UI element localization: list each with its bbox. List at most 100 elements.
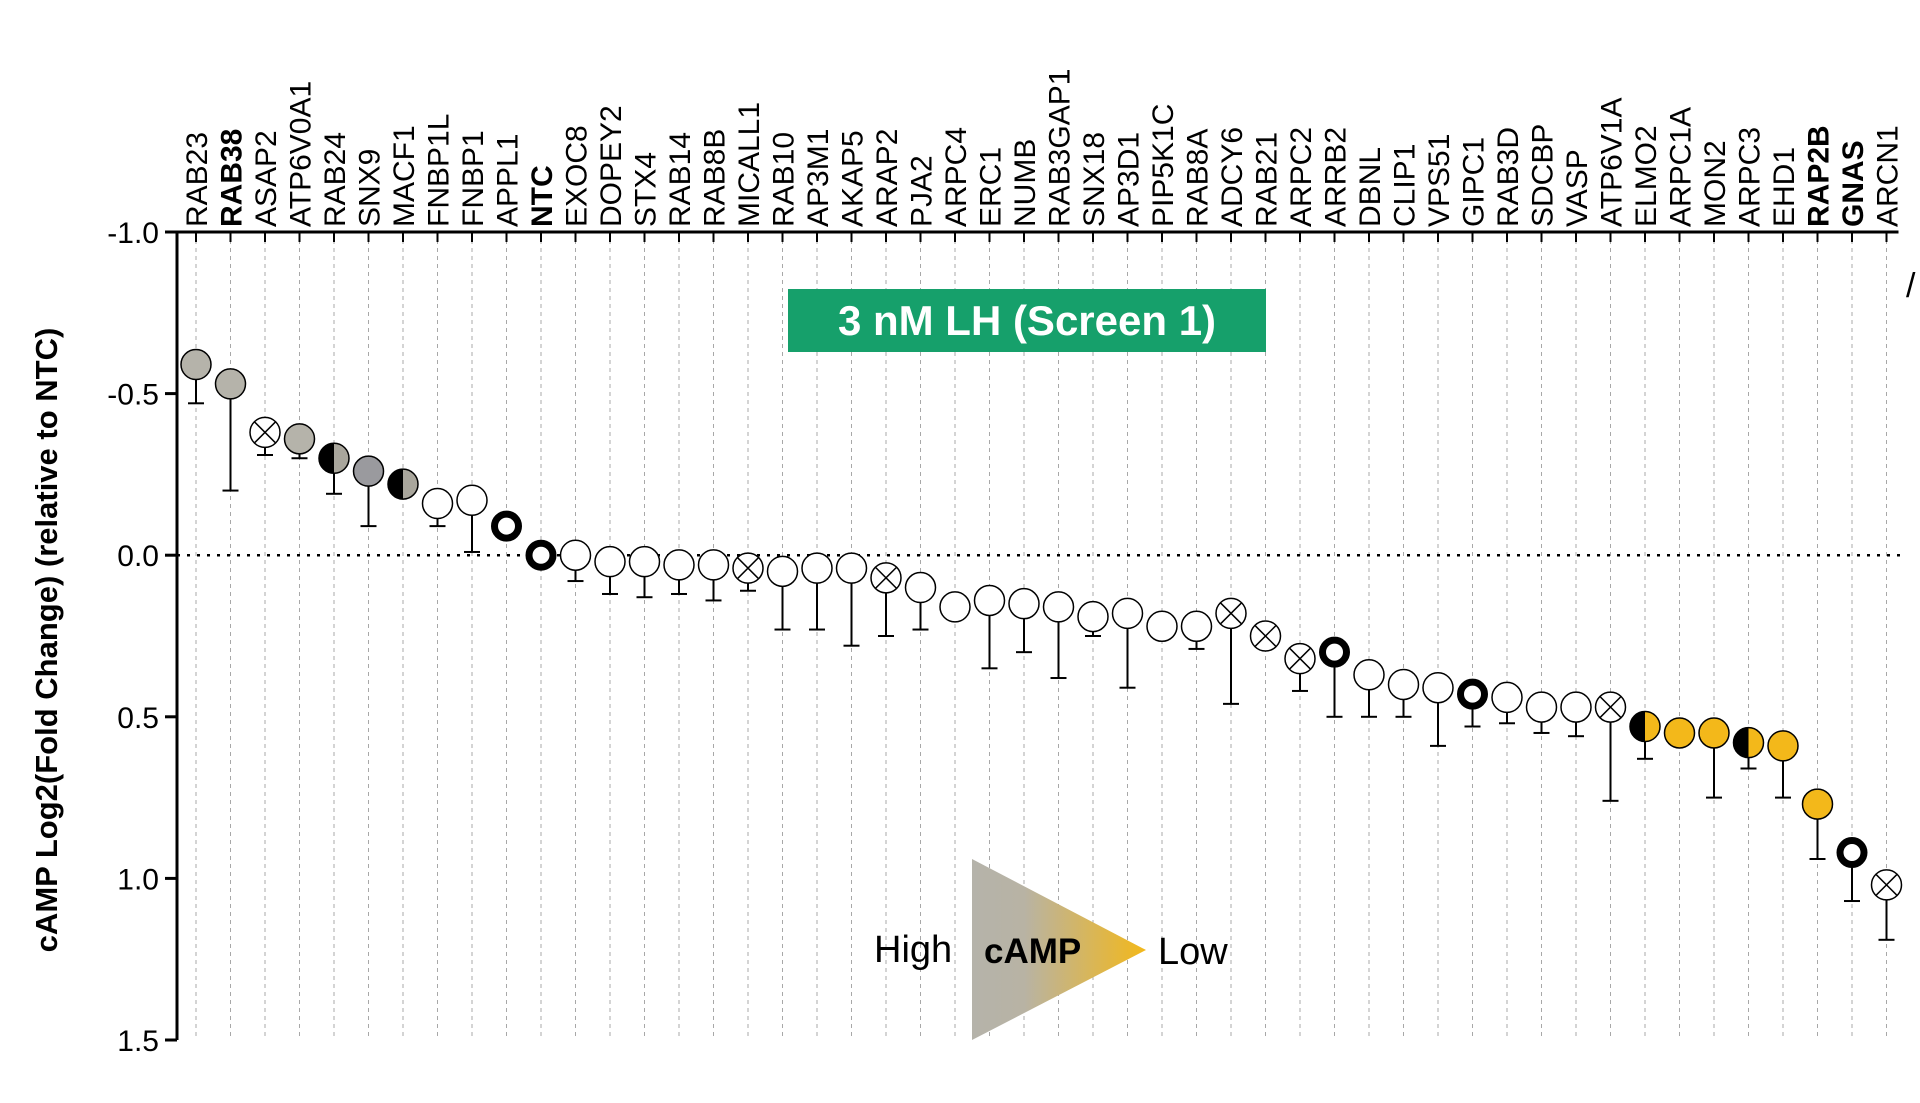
- data-point: [249, 416, 281, 457]
- gene-label: ARCN1: [1872, 125, 1905, 227]
- gene-label: AKAP5: [837, 130, 870, 227]
- point-marker: [1042, 591, 1075, 623]
- gene-label: SDCBP: [1527, 124, 1560, 227]
- point-marker: [214, 368, 247, 400]
- data-point: [421, 487, 454, 528]
- gene-label: ATP6V1A: [1596, 97, 1629, 227]
- data-point: [1698, 717, 1730, 799]
- data-point: [283, 423, 316, 460]
- data-points: [180, 348, 1903, 941]
- data-point: [456, 484, 488, 553]
- gene-label: MACF1: [388, 125, 421, 227]
- data-point: [214, 368, 247, 492]
- data-point: [1836, 837, 1868, 903]
- gene-label: FNBP1L: [423, 114, 456, 227]
- gene-label: ARRB2: [1320, 127, 1353, 227]
- gene-label: STX4: [630, 152, 663, 227]
- point-marker: [628, 545, 661, 578]
- point-marker-half: [1733, 727, 1749, 758]
- data-point: [1111, 597, 1144, 689]
- point-marker: [1077, 600, 1109, 633]
- data-point: [1077, 600, 1109, 637]
- data-point: [1284, 642, 1316, 692]
- gene-label: ARPC1A: [1665, 107, 1698, 227]
- point-marker-half: [1630, 711, 1645, 742]
- y-tick-label: 0.0: [117, 540, 159, 573]
- data-point: [1801, 788, 1834, 861]
- gene-label: GIPC1: [1458, 137, 1491, 227]
- y-ticks: -1.0 -0.5 0.0 0.5 1.0 1.5: [107, 217, 177, 1058]
- y-tick-label: 1.5: [117, 1025, 159, 1058]
- data-point: [1767, 730, 1799, 799]
- chart-title-background: [788, 289, 1266, 352]
- point-marker: [697, 549, 730, 581]
- point-marker: [939, 591, 971, 623]
- point-marker: [491, 510, 522, 542]
- point-marker: [1008, 587, 1040, 620]
- gene-label: APPL1: [492, 134, 525, 227]
- point-marker: [1111, 597, 1144, 630]
- gene-label: ARPC3: [1734, 127, 1767, 227]
- data-point: [491, 510, 522, 542]
- data-point: [1491, 681, 1523, 725]
- point-marker-half: [319, 443, 334, 474]
- gene-label: RAB3D: [1492, 127, 1525, 227]
- data-point: [525, 539, 557, 571]
- data-point: [801, 552, 833, 631]
- point-marker: [1457, 678, 1488, 710]
- gene-label: AP3M1: [802, 129, 835, 227]
- gene-label: RAB24: [319, 132, 352, 227]
- gene-label: MICALL1: [733, 102, 766, 227]
- gene-label: ARPC4: [940, 127, 973, 227]
- gene-label: ERC1: [975, 147, 1008, 227]
- data-point: [352, 455, 385, 528]
- point-marker: [1801, 788, 1834, 820]
- data-point: [1042, 591, 1075, 680]
- data-point: [318, 442, 350, 495]
- data-point: [180, 348, 212, 405]
- gene-label: VPS51: [1423, 134, 1456, 227]
- data-point: [732, 552, 764, 592]
- data-point: [1215, 597, 1247, 705]
- y-tick-label: 1.0: [117, 863, 159, 896]
- chart-title: 3 nM LH (Screen 1): [838, 297, 1216, 344]
- point-marker: [1180, 610, 1213, 643]
- data-point: [697, 549, 730, 602]
- point-cross: [1254, 625, 1277, 647]
- gene-label: DOPEY2: [595, 105, 628, 227]
- point-marker: [594, 545, 626, 578]
- gene-label: GNAS: [1837, 140, 1870, 227]
- gene-label: ADCY6: [1216, 127, 1249, 227]
- gene-label: ATP6V0A1: [285, 81, 318, 227]
- data-point: [1732, 726, 1765, 770]
- gene-label: PJA2: [906, 155, 939, 227]
- y-tick-label: -1.0: [107, 217, 159, 250]
- gene-label: PIP5K1C: [1147, 104, 1180, 227]
- data-point: [1525, 691, 1558, 734]
- point-marker: [456, 484, 488, 517]
- y-tick-label: -0.5: [107, 379, 159, 412]
- data-point: [594, 545, 626, 595]
- data-point: [1319, 636, 1350, 718]
- data-point: [1008, 587, 1040, 654]
- point-marker: [801, 552, 833, 584]
- data-point: [1663, 717, 1696, 749]
- point-marker: [352, 455, 385, 487]
- data-point: [663, 549, 695, 595]
- point-marker: [421, 487, 454, 520]
- point-marker: [1387, 668, 1420, 701]
- gene-label: ARAP2: [871, 129, 904, 227]
- gene-label: RAB38: [216, 129, 249, 227]
- gene-label: RAB8B: [699, 129, 732, 227]
- legend-high-label: High: [874, 929, 952, 971]
- gene-label: ASAP2: [250, 130, 283, 227]
- data-point: [1594, 691, 1627, 802]
- point-marker: [1491, 681, 1523, 714]
- chart-title-box: 3 nM LH (Screen 1): [788, 289, 1266, 352]
- gene-label: RAB14: [664, 132, 697, 227]
- data-point: [1422, 671, 1454, 747]
- gene-label: NTC: [526, 165, 559, 227]
- data-point: [766, 555, 799, 631]
- data-point: [904, 571, 937, 631]
- point-cross: [254, 421, 276, 444]
